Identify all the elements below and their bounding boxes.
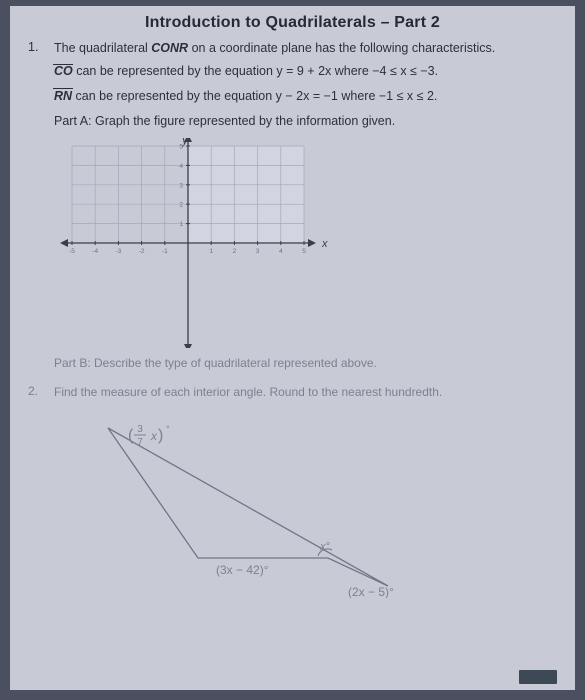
q2-stem: Find the measure of each interior angle.… — [54, 384, 557, 400]
svg-text:3: 3 — [179, 182, 183, 189]
q1-partB: Part B: Describe the type of quadrilater… — [54, 356, 557, 370]
graph-svg: -5-4-3-2-11234512345xy — [54, 138, 334, 348]
q1-partA: Part A: Graph the figure represented by … — [54, 113, 557, 130]
q1-number: 1. — [28, 40, 44, 57]
svg-text:(: ( — [128, 427, 134, 444]
svg-text:1: 1 — [179, 221, 183, 228]
segment-rn: RN — [54, 88, 72, 105]
coordinate-graph: -5-4-3-2-11234512345xy — [54, 138, 557, 348]
svg-text:-2: -2 — [139, 248, 145, 255]
question-2: 2. Find the measure of each interior ang… — [28, 384, 557, 400]
svg-text:5: 5 — [302, 248, 306, 255]
fig2-svg: (37x)°(3x − 42)°x°(2x − 5)° — [78, 408, 438, 598]
svg-text:-5: -5 — [69, 248, 75, 255]
bottom-indicator — [519, 670, 557, 684]
svg-text:(3x − 42)°: (3x − 42)° — [216, 563, 269, 577]
q2-number: 2. — [28, 384, 44, 400]
q1-quad-name: CONR — [151, 41, 188, 55]
q1-line-rn: RN can be represented by the equation y … — [54, 88, 557, 105]
q1-stem: The quadrilateral CONR on a coordinate p… — [54, 40, 557, 57]
svg-text:°: ° — [166, 424, 170, 434]
svg-text:7: 7 — [137, 437, 143, 448]
outer-frame: Introduction to Quadrilaterals – Part 2 … — [0, 0, 585, 700]
worksheet-page: Introduction to Quadrilaterals – Part 2 … — [10, 6, 575, 690]
svg-text:-1: -1 — [162, 248, 168, 255]
svg-text:-4: -4 — [92, 248, 98, 255]
q1-stem-b: on a coordinate plane has the following … — [188, 41, 495, 55]
svg-text:2: 2 — [179, 201, 183, 208]
svg-text:2: 2 — [233, 248, 237, 255]
svg-text:x: x — [150, 429, 158, 443]
svg-text:(2x − 5)°: (2x − 5)° — [348, 585, 394, 598]
svg-text:): ) — [158, 427, 163, 444]
svg-text:3: 3 — [256, 248, 260, 255]
q2-figure: (37x)°(3x − 42)°x°(2x − 5)° — [78, 408, 557, 598]
svg-text:-3: -3 — [116, 248, 122, 255]
q1-line-co-eq: can be represented by the equation y = 9… — [73, 64, 438, 78]
q1-line-co: CO can be represented by the equation y … — [54, 63, 557, 80]
svg-text:x: x — [321, 238, 328, 250]
svg-text:1: 1 — [209, 248, 213, 255]
page-title: Introduction to Quadrilaterals – Part 2 — [28, 14, 557, 32]
q1-line-rn-eq: can be represented by the equation y − 2… — [72, 89, 437, 103]
svg-text:4: 4 — [279, 248, 283, 255]
question-1: 1. The quadrilateral CONR on a coordinat… — [28, 40, 557, 57]
q1-stem-a: The quadrilateral — [54, 41, 151, 55]
svg-text:4: 4 — [179, 162, 183, 169]
segment-co: CO — [54, 63, 73, 80]
svg-text:3: 3 — [137, 424, 143, 435]
